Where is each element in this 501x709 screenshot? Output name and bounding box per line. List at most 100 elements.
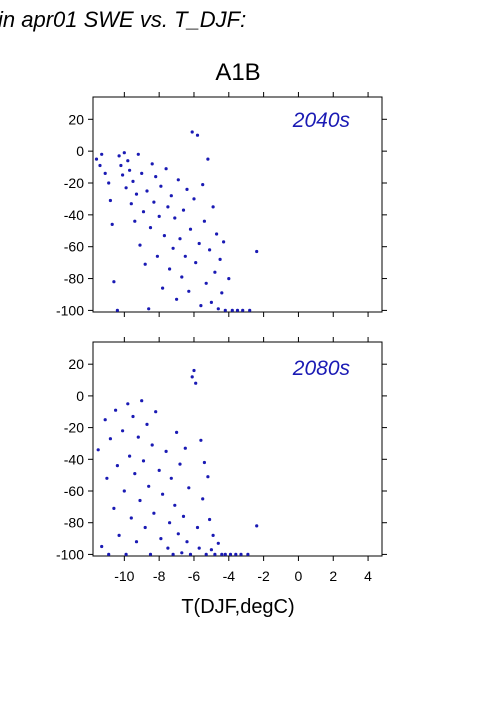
- scatter-point: [201, 183, 205, 187]
- y-tick-label: -80: [64, 271, 84, 287]
- scatter-point: [192, 368, 196, 373]
- scatter-point: [108, 198, 112, 203]
- scatter-point: [164, 167, 168, 171]
- scatter-point: [173, 503, 177, 507]
- scatter-point: [190, 375, 194, 379]
- scatter-point: [143, 262, 147, 266]
- scatter-point: [209, 300, 213, 304]
- scatter-point: [134, 192, 139, 196]
- scatter-point: [180, 551, 184, 555]
- scatter-point: [112, 280, 116, 284]
- scatter-point: [187, 289, 191, 293]
- scatter-point: [96, 448, 100, 452]
- scatter-point: [206, 157, 210, 161]
- scatter-point: [208, 517, 212, 522]
- panel-2040s-label: 2040s: [292, 109, 351, 132]
- scatter-point: [148, 552, 153, 557]
- scatter-point: [215, 232, 219, 236]
- scatter-point: [107, 552, 111, 557]
- scatter-point: [223, 552, 227, 557]
- scatter-point: [227, 277, 231, 281]
- scatter-point: [138, 498, 142, 503]
- panel-2040s-frame: [92, 96, 383, 313]
- scatter-point: [140, 171, 144, 175]
- scatter-point: [112, 506, 116, 510]
- scatter-point: [122, 151, 126, 155]
- y-tick-label: 0: [76, 388, 84, 404]
- scatter-point: [175, 430, 179, 434]
- scatter-point: [246, 552, 250, 557]
- scatter-point: [216, 307, 220, 311]
- scatter-point: [197, 241, 201, 246]
- scatter-point: [145, 189, 149, 193]
- y-tick-label: -40: [64, 207, 84, 223]
- x-tick-label: -6: [188, 568, 201, 584]
- scatter-point: [209, 548, 213, 552]
- scatter-point: [176, 178, 180, 182]
- scatter-point: [119, 163, 123, 168]
- scatter-point: [115, 308, 119, 312]
- scatter-point: [121, 173, 125, 177]
- scatter-point: [248, 308, 252, 312]
- scatter-point: [168, 521, 172, 525]
- scatter-point: [216, 541, 220, 545]
- scatter-point: [201, 497, 205, 501]
- scatter-point: [183, 254, 187, 258]
- scatter-point: [117, 533, 121, 538]
- panel-2080s: 200-20-40-60-80-100-10 -8 -6 -4 -2 0 2 4 2080s: [56, 337, 387, 584]
- scatter-point: [223, 308, 227, 312]
- scatter-point: [202, 460, 206, 465]
- y-tick-label: -100: [56, 302, 84, 318]
- scatter-point: [150, 443, 154, 447]
- chart-title: A1B: [215, 59, 260, 86]
- scatter-point: [213, 270, 217, 274]
- scatter-point: [131, 414, 135, 419]
- scatter-point: [133, 472, 137, 476]
- scatter-point: [178, 462, 182, 466]
- scatter-point: [159, 537, 163, 541]
- scatter-point: [105, 476, 109, 480]
- scatter-point: [103, 171, 107, 175]
- x-tick-label: -10: [114, 568, 134, 584]
- scatter-point: [145, 422, 149, 426]
- scatter-point: [181, 208, 186, 212]
- x-axis-label: T(DJF,degC): [181, 596, 294, 618]
- panel-2080s-frame: [92, 341, 383, 557]
- scatter-point: [154, 410, 158, 414]
- scatter-point: [235, 308, 240, 312]
- page-header: in apr01 SWE vs. T_DJF:: [0, 7, 246, 32]
- scatter-point: [126, 402, 130, 406]
- scatter-point: [230, 308, 234, 312]
- scatter-point: [220, 291, 224, 295]
- scatter-point: [180, 275, 184, 279]
- y-tick-label: 20: [68, 356, 84, 372]
- scatter-point: [161, 286, 165, 290]
- scatter-point: [138, 243, 142, 247]
- scatter-point: [155, 254, 159, 258]
- scatter-point: [204, 552, 208, 557]
- scatter-point: [128, 168, 132, 172]
- scatter-point: [136, 435, 140, 439]
- scatter-point: [168, 267, 172, 271]
- scatter-point: [129, 202, 133, 206]
- scatter-point: [208, 248, 212, 252]
- scatter-point: [147, 484, 151, 488]
- scatter-point: [161, 492, 165, 496]
- scatter-point: [234, 552, 238, 557]
- scatter-point: [114, 408, 118, 412]
- panel-2080s-points: [96, 368, 259, 557]
- scatter-point: [133, 219, 137, 223]
- scatter-point: [122, 489, 126, 493]
- scatter-point: [213, 552, 217, 557]
- y-tick-label: -80: [64, 515, 84, 531]
- scatter-point: [108, 437, 112, 441]
- scatter-point: [218, 257, 222, 261]
- scatter-point: [121, 429, 125, 433]
- scatter-point: [98, 163, 102, 168]
- scatter-point: [157, 468, 161, 472]
- scatter-point: [204, 281, 208, 285]
- scatter-point: [199, 438, 203, 442]
- scatter-point: [169, 194, 173, 198]
- scatter-point: [187, 486, 191, 490]
- scatter-point: [239, 552, 243, 557]
